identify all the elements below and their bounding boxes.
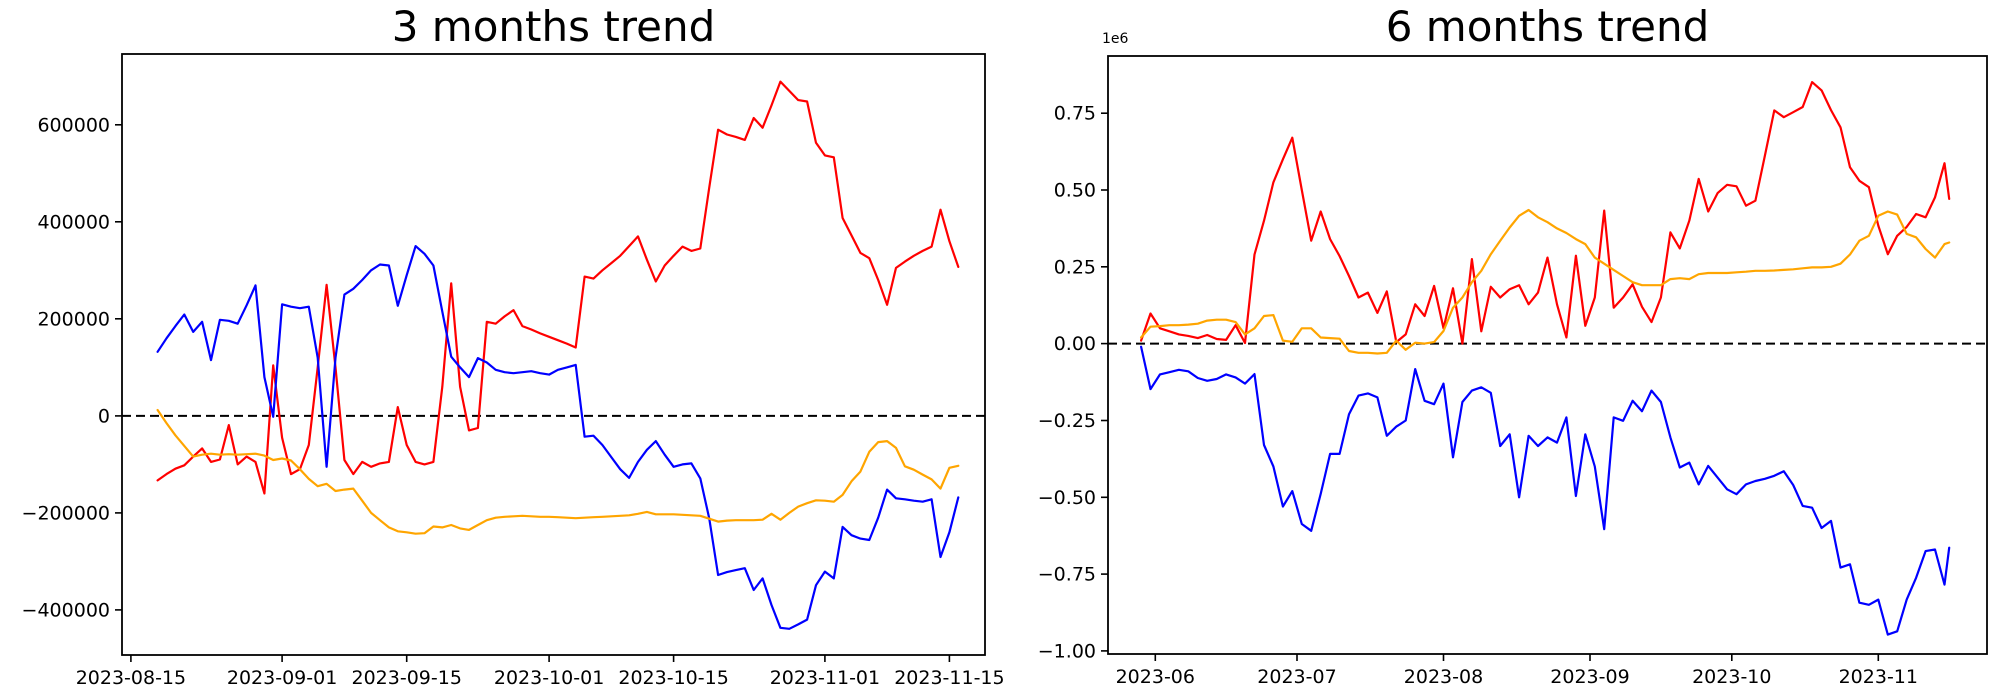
x-tick-label: 2023-11-01: [770, 667, 880, 689]
x-tick-label: 2023-06: [1116, 666, 1195, 688]
x-tick-label: 2023-10-01: [494, 667, 604, 689]
x-tick-label: 2023-09: [1550, 666, 1629, 688]
series-line-orange: [1139, 208, 1951, 355]
y-tick-label: 600000: [37, 114, 110, 136]
plot-area-3-months: 600000 400000 200000 0 −200000 −400000 2023-08…: [22, 53, 1005, 689]
series-line-red: [1139, 80, 1951, 345]
x-tick-label: 2023-11: [1839, 666, 1918, 688]
y-tick-label: 0.75: [1054, 103, 1096, 125]
x-tick-label: 2023-09-15: [351, 667, 461, 689]
chart-title-6-months: 6 months trend: [1385, 2, 1710, 51]
y-tick-label: −0.25: [1038, 410, 1096, 432]
chart-title-3-months: 3 months trend: [391, 2, 716, 51]
series-line-red: [156, 80, 960, 495]
x-tick-label: 2023-10: [1692, 666, 1771, 688]
x-tick-label: 2023-09-01: [227, 667, 337, 689]
y-tick-label: 400000: [37, 211, 110, 233]
y-tick-label: 0.50: [1054, 180, 1096, 202]
x-tick-label: 2023-10-15: [618, 667, 728, 689]
y-tick-label: −0.75: [1038, 564, 1096, 586]
plot-area-6-months: 0.75 0.50 0.25 0.00 −0.25 −0.50 −0.75 −1.00 2023…: [1038, 55, 1988, 688]
x-tick-label: 2023-08: [1404, 666, 1483, 688]
y-axis-offset-label: 1e6: [1102, 31, 1129, 47]
series-line-blue: [156, 245, 960, 630]
y-tick-label: −0.50: [1038, 487, 1096, 509]
x-tick-label: 2023-11-15: [894, 667, 1004, 689]
y-tick-label: 0.00: [1054, 333, 1096, 355]
series-line-blue: [1139, 345, 1951, 636]
y-tick-label: 200000: [37, 308, 110, 330]
plot-border: [121, 53, 986, 656]
y-tick-label: 0.25: [1054, 256, 1096, 278]
x-tick-label: 2023-08-15: [76, 667, 186, 689]
y-tick-label: −200000: [22, 502, 110, 524]
y-tick-label: −400000: [22, 599, 110, 621]
y-tick-label: 0: [98, 405, 110, 427]
x-tick-label: 2023-07: [1257, 666, 1336, 688]
series-line-orange: [156, 408, 960, 535]
plot-border: [1107, 55, 1988, 655]
y-tick-label: −1.00: [1038, 640, 1096, 662]
